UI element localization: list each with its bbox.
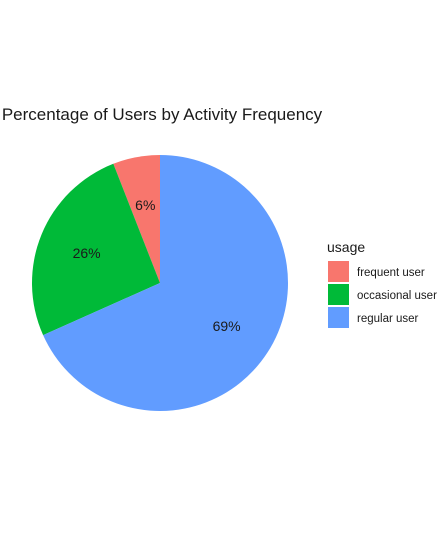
pie-slice-regular-user [43,155,289,411]
legend-key-frequent-user [328,261,349,282]
pie-slice-labels: 6% 26% 69% [73,197,241,334]
legend-title: usage [327,239,365,255]
legend-items: frequent user occasional user regular user [328,261,437,328]
pie-slices [31,155,289,411]
legend: usage frequent user occasional user regula… [327,239,437,328]
chart-title: Percentage of Users by Activity Frequenc… [2,105,323,124]
slice-label-frequent-user: 6% [135,197,155,213]
slice-label-occasional-user: 26% [73,245,101,261]
pie-slice-occasional-user [31,163,161,336]
legend-label-regular-user: regular user [357,313,419,325]
pie-slice-frequent-user [113,155,160,283]
legend-label-occasional-user: occasional user [357,290,437,302]
slice-label-regular-user: 69% [213,318,241,334]
legend-key-occasional-user [328,284,349,305]
legend-label-frequent-user: frequent user [357,267,425,279]
legend-key-regular-user [328,307,349,328]
